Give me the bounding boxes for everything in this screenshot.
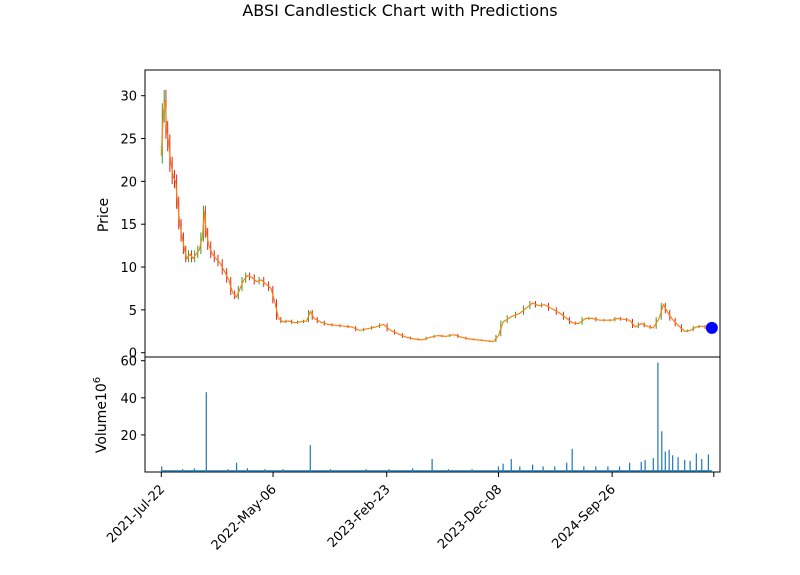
volume-bars xyxy=(161,362,712,472)
volume-y-tick-label: 60 xyxy=(120,355,137,370)
price-y-tick-label: 30 xyxy=(120,90,137,105)
volume-y-tick-label: 40 xyxy=(120,392,137,407)
prediction-marker xyxy=(705,321,718,334)
price-candles xyxy=(161,89,711,343)
price-y-label: Price xyxy=(96,198,112,232)
volume-y-label-text: Volume xyxy=(94,401,110,453)
volume-y-unit-exponent: 6 xyxy=(92,377,103,383)
x-axis-ticks: 2021-Jul-22 2022-May-06 2023-Feb-23 2023-De… xyxy=(104,472,715,553)
price-y-tick-label: 0 xyxy=(129,347,137,362)
volume-y-ticks: 20 40 60 xyxy=(120,355,145,444)
price-y-tick-label: 20 xyxy=(120,175,137,190)
price-y-tick-label: 10 xyxy=(120,261,137,276)
price-y-tick-label: 5 xyxy=(129,304,137,319)
price-y-tick-label: 15 xyxy=(120,218,137,233)
x-tick-label: 2023-Dec-08 xyxy=(435,482,505,552)
volume-y-unit: 10 xyxy=(94,383,110,401)
volume-plot-frame xyxy=(144,356,721,473)
x-tick-label: 2022-May-06 xyxy=(209,482,280,553)
volume-y-label: Volume106 xyxy=(92,377,110,453)
volume-panel: 20 40 60 Volume106 xyxy=(92,355,721,473)
x-tick-label: 2021-Jul-22 xyxy=(104,482,168,546)
chart-title: ABSI Candlestick Chart with Predictions xyxy=(242,1,557,20)
close-price-line xyxy=(160,99,712,343)
price-y-tick-label: 25 xyxy=(120,133,137,148)
volume-y-tick-label: 20 xyxy=(120,429,137,444)
price-panel: 0 5 10 15 20 25 30 Price xyxy=(96,69,721,362)
x-tick-label: 2024-Sep-26 xyxy=(549,482,619,552)
price-plot-frame xyxy=(144,69,721,358)
price-y-ticks: 0 5 10 15 20 25 30 xyxy=(120,90,145,362)
x-tick-label: 2023-Feb-23 xyxy=(325,482,394,551)
